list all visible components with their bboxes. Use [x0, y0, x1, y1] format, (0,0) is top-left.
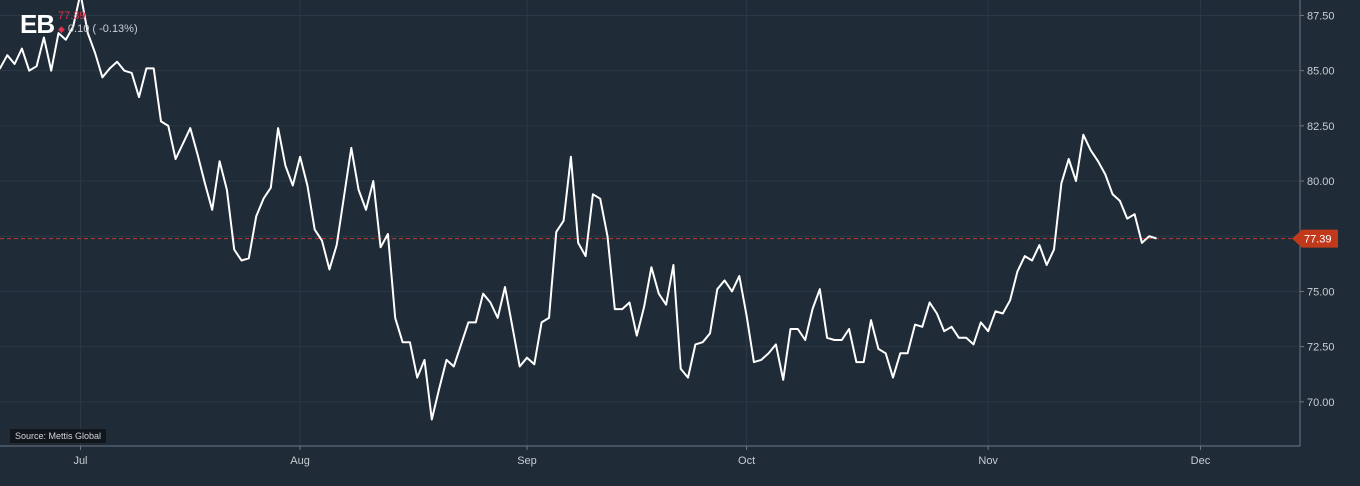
x-tick-label: Sep — [517, 455, 537, 467]
last-price: 77.39 — [58, 10, 86, 22]
x-tick-label: Oct — [738, 455, 755, 467]
price-tag: 77.39 — [1292, 229, 1338, 248]
series — [0, 0, 1157, 421]
y-tick-label: 87.50 — [1307, 10, 1335, 22]
x-tick-label: Aug — [290, 455, 310, 467]
price-tag-label: 77.39 — [1304, 234, 1332, 246]
x-tick-label: Nov — [978, 455, 998, 467]
y-tick-label: 80.00 — [1307, 176, 1335, 188]
y-tick-label: 75.00 — [1307, 286, 1335, 298]
price-tag-marker — [1292, 229, 1338, 248]
down-arrow-icon: ◆ — [58, 24, 65, 34]
y-tick-label: 72.50 — [1307, 342, 1335, 354]
price-change-value: 0.10 ( -0.13%) — [67, 23, 138, 35]
source-label: Source: Mettis Global — [10, 429, 107, 443]
axes — [0, 0, 1304, 450]
ticker-symbol: EB — [20, 9, 55, 39]
x-tick-label: Jul — [73, 455, 87, 467]
grid — [0, 0, 1300, 446]
y-tick-label: 85.00 — [1307, 66, 1335, 78]
y-tick-label: 70.00 — [1307, 397, 1335, 409]
y-tick-label: 82.50 — [1307, 121, 1335, 133]
price-change: ◆ 0.10 ( -0.13%) — [58, 23, 138, 35]
x-tick-labels: JulAugSepOctNovDec2025 — [73, 455, 1211, 467]
price-series-line — [0, 0, 1157, 421]
x-tick-label: Dec — [1191, 455, 1211, 467]
